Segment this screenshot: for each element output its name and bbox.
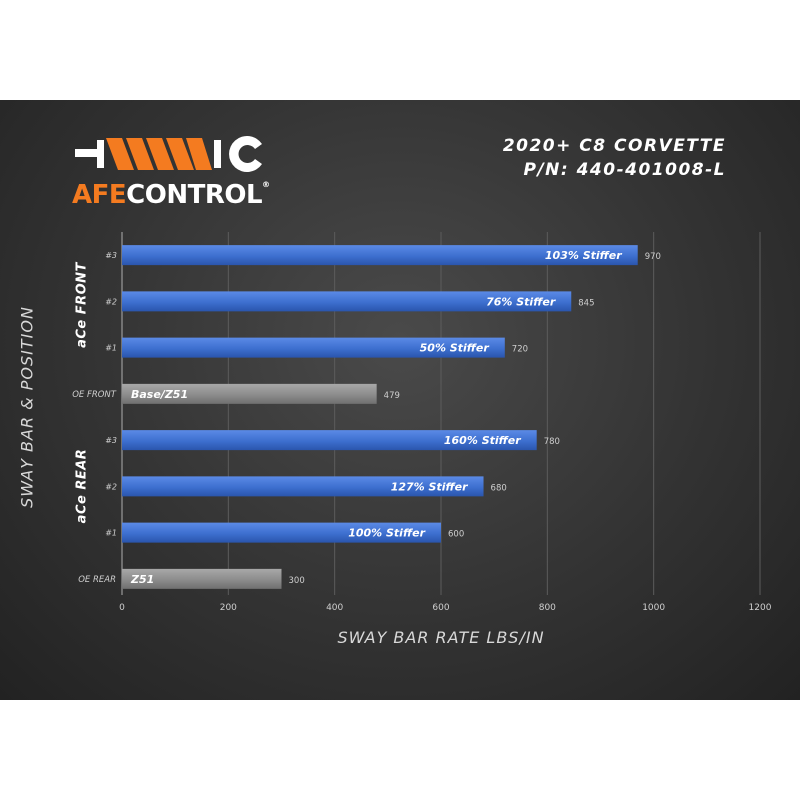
x-axis-title: SWAY BAR RATE LBS/IN — [337, 628, 545, 647]
value-label: 970 — [645, 252, 661, 262]
bar — [122, 568, 282, 589]
brand-wordmark: AFECONTROL® — [72, 180, 270, 210]
category-label: OE REAR — [78, 575, 116, 585]
bar-label: 76% Stiffer — [486, 295, 556, 308]
bar-label: 160% Stiffer — [444, 434, 521, 447]
x-tick-label: 600 — [432, 603, 449, 613]
bar — [122, 291, 572, 312]
value-label: 600 — [448, 530, 464, 540]
bar-label: 100% Stiffer — [348, 527, 425, 540]
bar-label: 50% Stiffer — [420, 342, 490, 355]
x-tick-label: 0 — [119, 603, 125, 613]
sway-bar-chart: 0 200 400 600 800 1000 1200 103% Stiffer 970 #3 76… — [72, 232, 772, 613]
value-label: 845 — [578, 298, 594, 308]
bar — [122, 476, 484, 497]
bar — [122, 245, 638, 266]
value-label: 780 — [544, 437, 560, 447]
bar-label: Base/Z51 — [131, 388, 188, 401]
bar — [122, 337, 505, 358]
bar-label: 103% Stiffer — [545, 249, 622, 262]
chart-panel: AFECONTROL® 2020+ C8 CORVETTE P/N: 440-4… — [0, 100, 800, 700]
bar — [122, 430, 537, 451]
category-label: #1 — [105, 529, 117, 538]
bar — [122, 383, 377, 404]
title-line-2: P/N: 440-401008-L — [523, 160, 726, 180]
bar-label: 127% Stiffer — [391, 480, 468, 493]
value-label: 479 — [384, 391, 400, 401]
x-tick-label: 1000 — [642, 603, 665, 613]
category-label: #3 — [105, 251, 117, 260]
category-label: OE FRONT — [72, 390, 117, 400]
category-label: #2 — [105, 297, 117, 306]
bar-label: Z51 — [130, 573, 154, 586]
category-label: #1 — [105, 344, 117, 353]
title-line-1: 2020+ C8 CORVETTE — [502, 136, 726, 156]
value-label: 720 — [512, 345, 528, 355]
afe-control-logo — [75, 136, 262, 172]
x-tick-label: 400 — [326, 603, 343, 613]
group-label-front: aCe FRONT — [74, 262, 90, 348]
value-label: 680 — [491, 483, 507, 493]
x-tick-label: 1200 — [749, 603, 772, 613]
x-tick-label: 200 — [220, 603, 237, 613]
value-label: 300 — [289, 576, 305, 586]
category-label: #2 — [105, 482, 117, 491]
bar — [122, 522, 441, 543]
category-label: #3 — [105, 436, 117, 445]
x-tick-label: 800 — [539, 603, 556, 613]
group-label-rear: aCe REAR — [74, 448, 90, 524]
y-axis-title: SWAY BAR & POSITION — [17, 306, 37, 508]
